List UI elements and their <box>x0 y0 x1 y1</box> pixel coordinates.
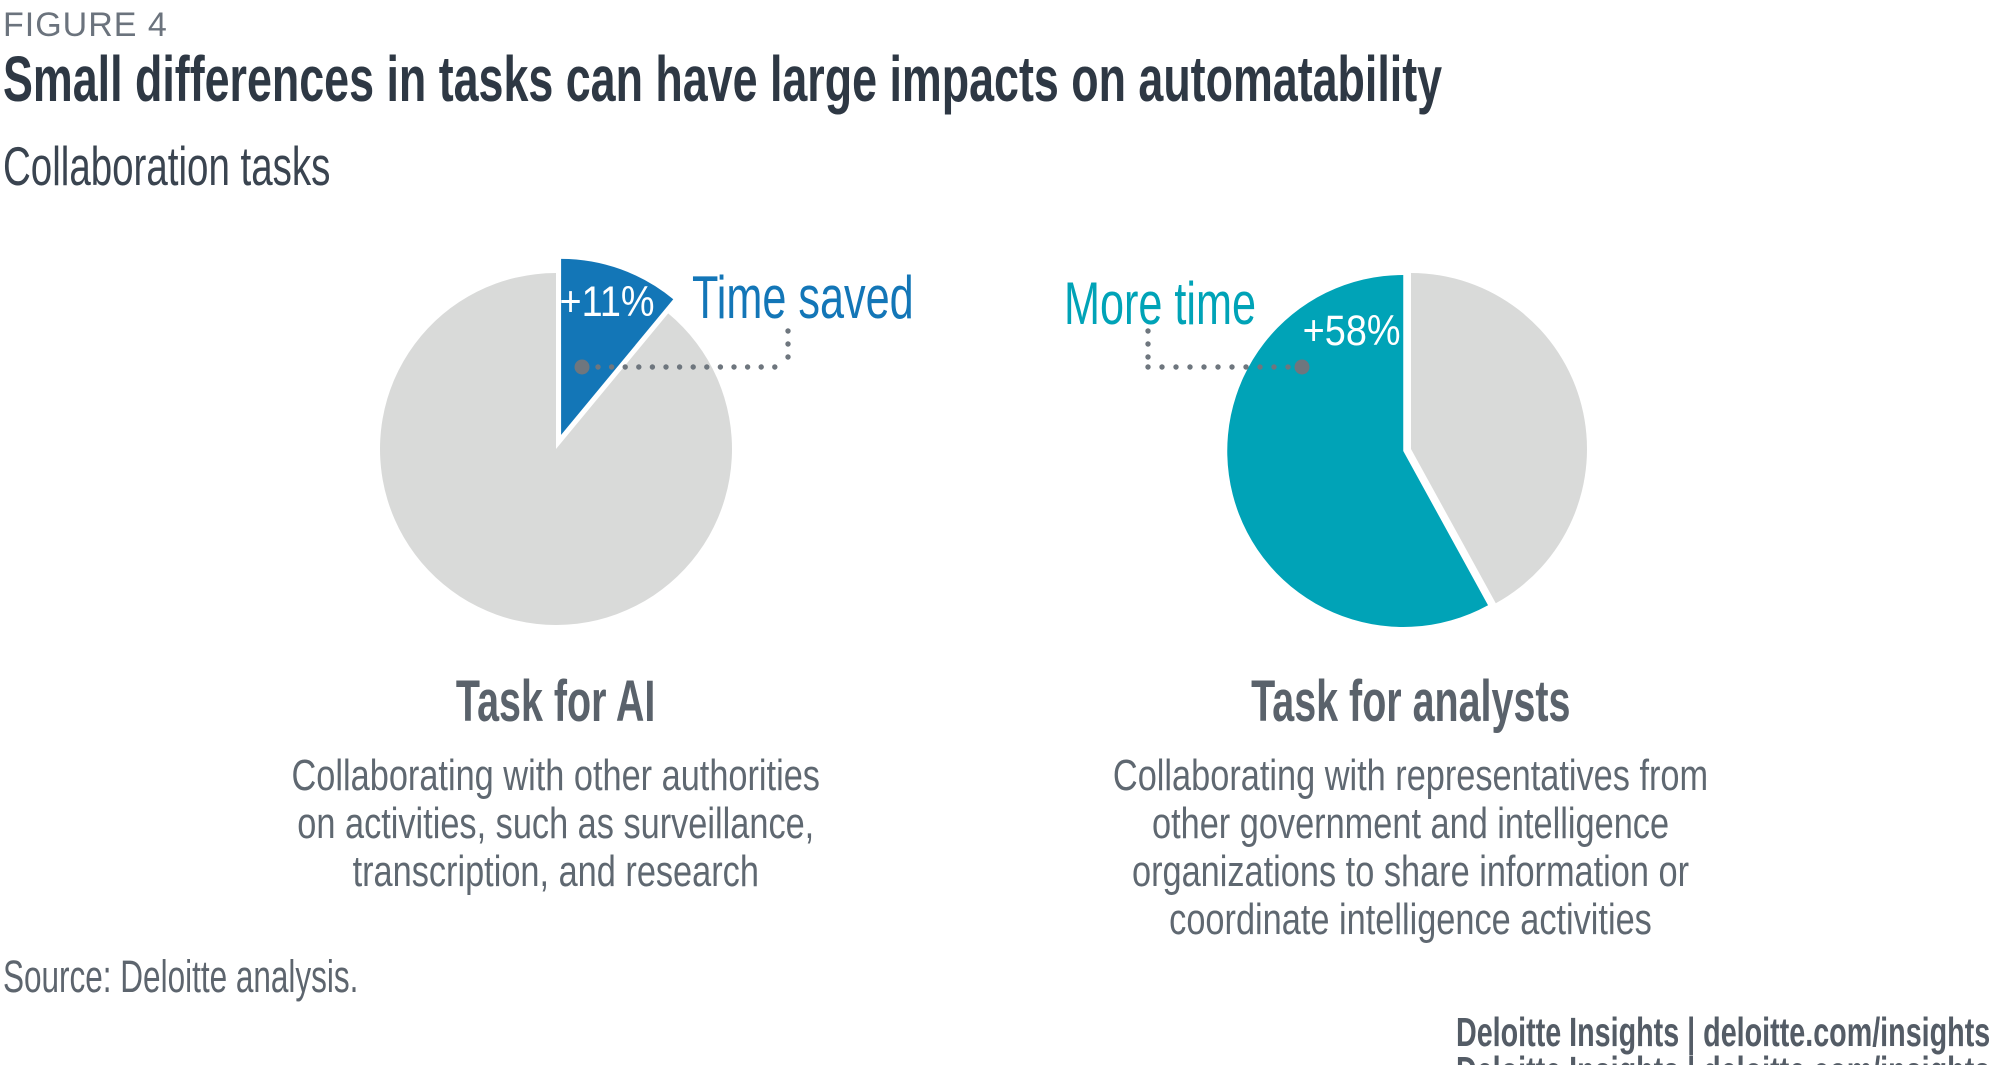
leader-time-saved-dot <box>690 364 696 370</box>
leader-time-saved-anchor-dot <box>574 359 590 375</box>
leader-time-saved-dot <box>744 364 751 370</box>
leader-more-time-dot <box>1145 354 1151 360</box>
leader-time-saved-dot <box>785 328 791 334</box>
leader-more-time-dot <box>1215 364 1221 370</box>
leader-time-saved-dot <box>595 364 601 370</box>
leader-more-time-dot <box>1257 364 1263 370</box>
leader-more-time-dot <box>1187 364 1193 370</box>
leader-time-saved-dot <box>758 364 764 370</box>
figure-subtitle-text: Collaboration tasks <box>3 135 331 197</box>
leader-more-time-dot <box>1229 364 1235 370</box>
pie-right-percentage-label: +58% <box>1303 307 1401 355</box>
figure-subtitle: Collaboration tasks <box>3 134 471 198</box>
deloitte-insights-footer: Deloitte Insights | deloitte.com/insight… <box>1455 1009 1990 1055</box>
pie-left-percentage-label: +11% <box>559 278 655 326</box>
leader-time-saved-dot <box>717 364 724 370</box>
leader-time-saved-dot <box>663 364 669 370</box>
leader-more-time-dot <box>1243 364 1249 370</box>
description-task-for-analysts: Collaborating with representatives from … <box>1113 751 1709 944</box>
leader-time-saved-dot <box>649 364 656 370</box>
figure-label: FIGURE 4 <box>3 6 168 44</box>
heading-task-for-analysts: Task for analysts <box>1251 669 1571 734</box>
leader-more-time-dot <box>1271 364 1277 370</box>
leader-time-saved-dot <box>731 364 737 370</box>
task-for-ai-highlight-slice <box>561 258 674 435</box>
leader-time-saved-dot <box>622 364 628 370</box>
leader-time-saved-dot <box>636 364 642 370</box>
leader-more-time-dot <box>1159 364 1165 370</box>
figure-title: Small differences in tasks can have larg… <box>3 43 2000 115</box>
leader-more-time-dot <box>1173 364 1179 370</box>
figure-title-text: Small differences in tasks can have larg… <box>3 43 1443 115</box>
callout-more-time: More time <box>1064 270 1257 337</box>
leader-more-time-dot <box>1285 364 1291 370</box>
leader-more-time-dot <box>1145 328 1151 334</box>
deloitte-insights-footer-clipped: Deloitte Insights | deloitte.com/insight… <box>790 1051 1990 1065</box>
leader-time-saved-dot <box>704 364 710 370</box>
leader-time-saved-dot <box>785 341 791 347</box>
leader-more-time-anchor-dot <box>1294 359 1310 375</box>
task-for-ai-remainder-slice <box>380 273 732 625</box>
leader-time-saved-dot <box>772 364 778 370</box>
leader-more-time-dot <box>1145 341 1151 347</box>
leader-time-saved-dot <box>676 364 683 370</box>
description-task-for-ai: Collaborating with other authorities on … <box>291 751 821 896</box>
leader-time-saved-dot <box>785 354 791 360</box>
task-for-analysts-remainder-slice <box>1411 273 1588 604</box>
leader-more-time-dot <box>1145 364 1151 370</box>
source-note: Source: Deloitte analysis. <box>3 951 359 1002</box>
callout-time-saved: Time saved <box>692 264 914 331</box>
leader-time-saved-dot <box>608 364 615 370</box>
leader-more-time-dot <box>1201 364 1207 370</box>
pie-layer <box>380 258 1588 627</box>
task-for-analysts-highlight-slice <box>1227 274 1489 627</box>
heading-task-for-ai: Task for AI <box>456 669 656 734</box>
